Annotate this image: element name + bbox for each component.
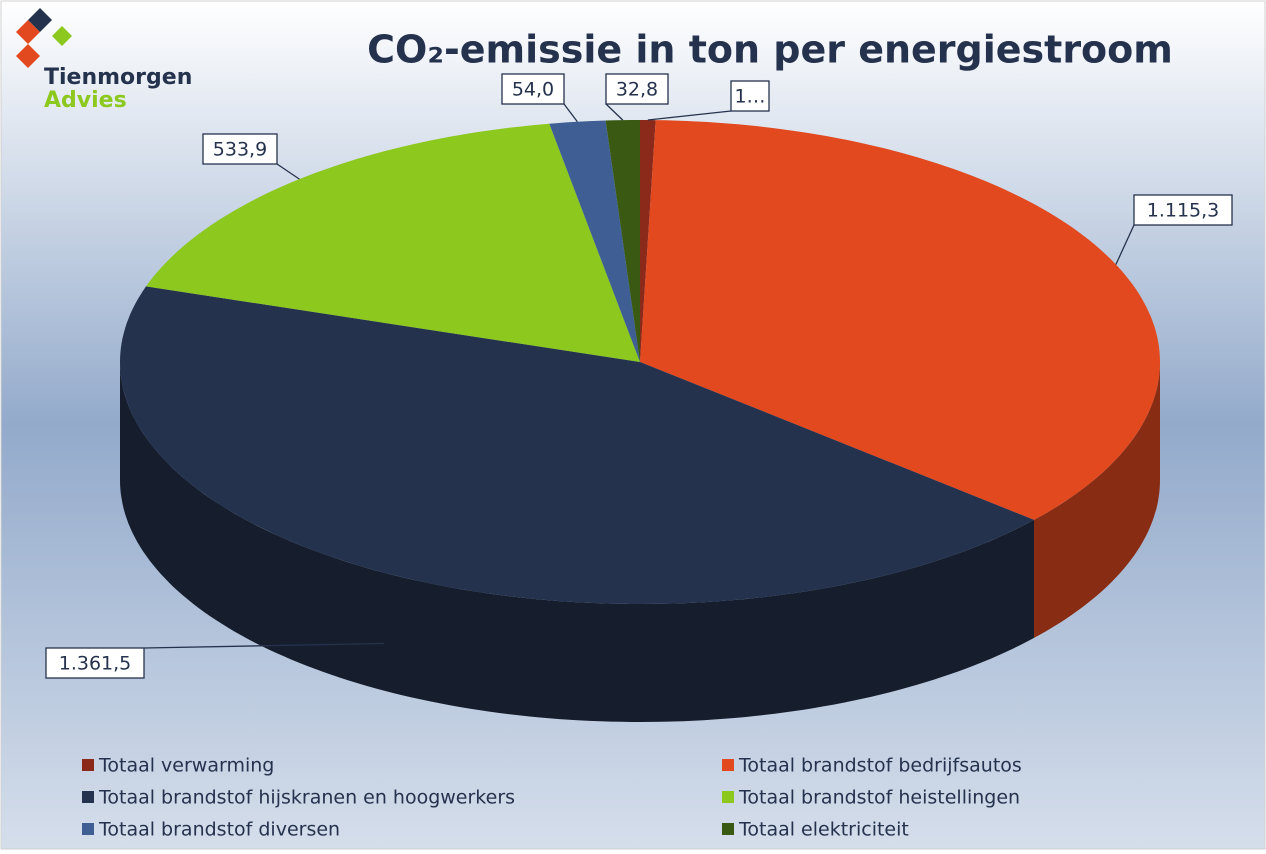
legend-swatch <box>82 791 94 803</box>
slice <box>120 286 1034 604</box>
label-box <box>605 73 669 105</box>
chart-title: CO₂-emissie in ton per energiestroom <box>367 28 1173 72</box>
logo-diamond <box>52 26 72 46</box>
leader-line <box>563 103 578 123</box>
slice-side <box>120 362 1034 722</box>
label-box <box>501 73 565 105</box>
legend-label: Totaal brandstof heistellingen <box>738 787 1020 809</box>
leader-line <box>143 642 385 649</box>
data-label: 32,8 <box>616 79 658 101</box>
legend-swatch <box>722 791 734 803</box>
label-box <box>1133 194 1233 226</box>
slice-side <box>1034 362 1160 638</box>
slice <box>640 120 656 362</box>
label-box <box>730 80 770 112</box>
label-box <box>202 133 278 165</box>
leader-line <box>1115 224 1135 265</box>
legend-label: Totaal brandstof diversen <box>98 819 340 841</box>
slice <box>640 120 1160 520</box>
data-label: 1.361,5 <box>59 653 132 675</box>
label-box <box>45 647 145 679</box>
logo: Tienmorgen Advies <box>16 8 192 113</box>
data-label: 533,9 <box>213 139 267 161</box>
logo-diamond <box>16 44 40 68</box>
leader-line <box>276 163 300 180</box>
leader-line <box>605 103 624 121</box>
logo-diamond <box>28 8 52 32</box>
legend-swatch <box>82 759 94 771</box>
logo-text: Advies <box>44 88 127 113</box>
slice <box>605 120 640 362</box>
slice <box>146 123 640 362</box>
legend-label: Totaal brandstof hijskranen en hoogwerke… <box>98 787 515 809</box>
data-label: 1… <box>734 86 765 108</box>
legend-swatch <box>722 823 734 835</box>
data-label: 54,0 <box>512 79 554 101</box>
data-label: 1.115,3 <box>1147 200 1220 222</box>
legend-label: Totaal elektriciteit <box>738 819 909 841</box>
legend-label: Totaal brandstof bedrijfsautos <box>738 755 1022 777</box>
legend-swatch <box>722 759 734 771</box>
legend-label: Totaal verwarming <box>98 755 274 777</box>
slice <box>549 120 640 362</box>
leader-line <box>647 110 732 121</box>
legend-swatch <box>82 823 94 835</box>
logo-text: Tienmorgen <box>44 65 192 90</box>
